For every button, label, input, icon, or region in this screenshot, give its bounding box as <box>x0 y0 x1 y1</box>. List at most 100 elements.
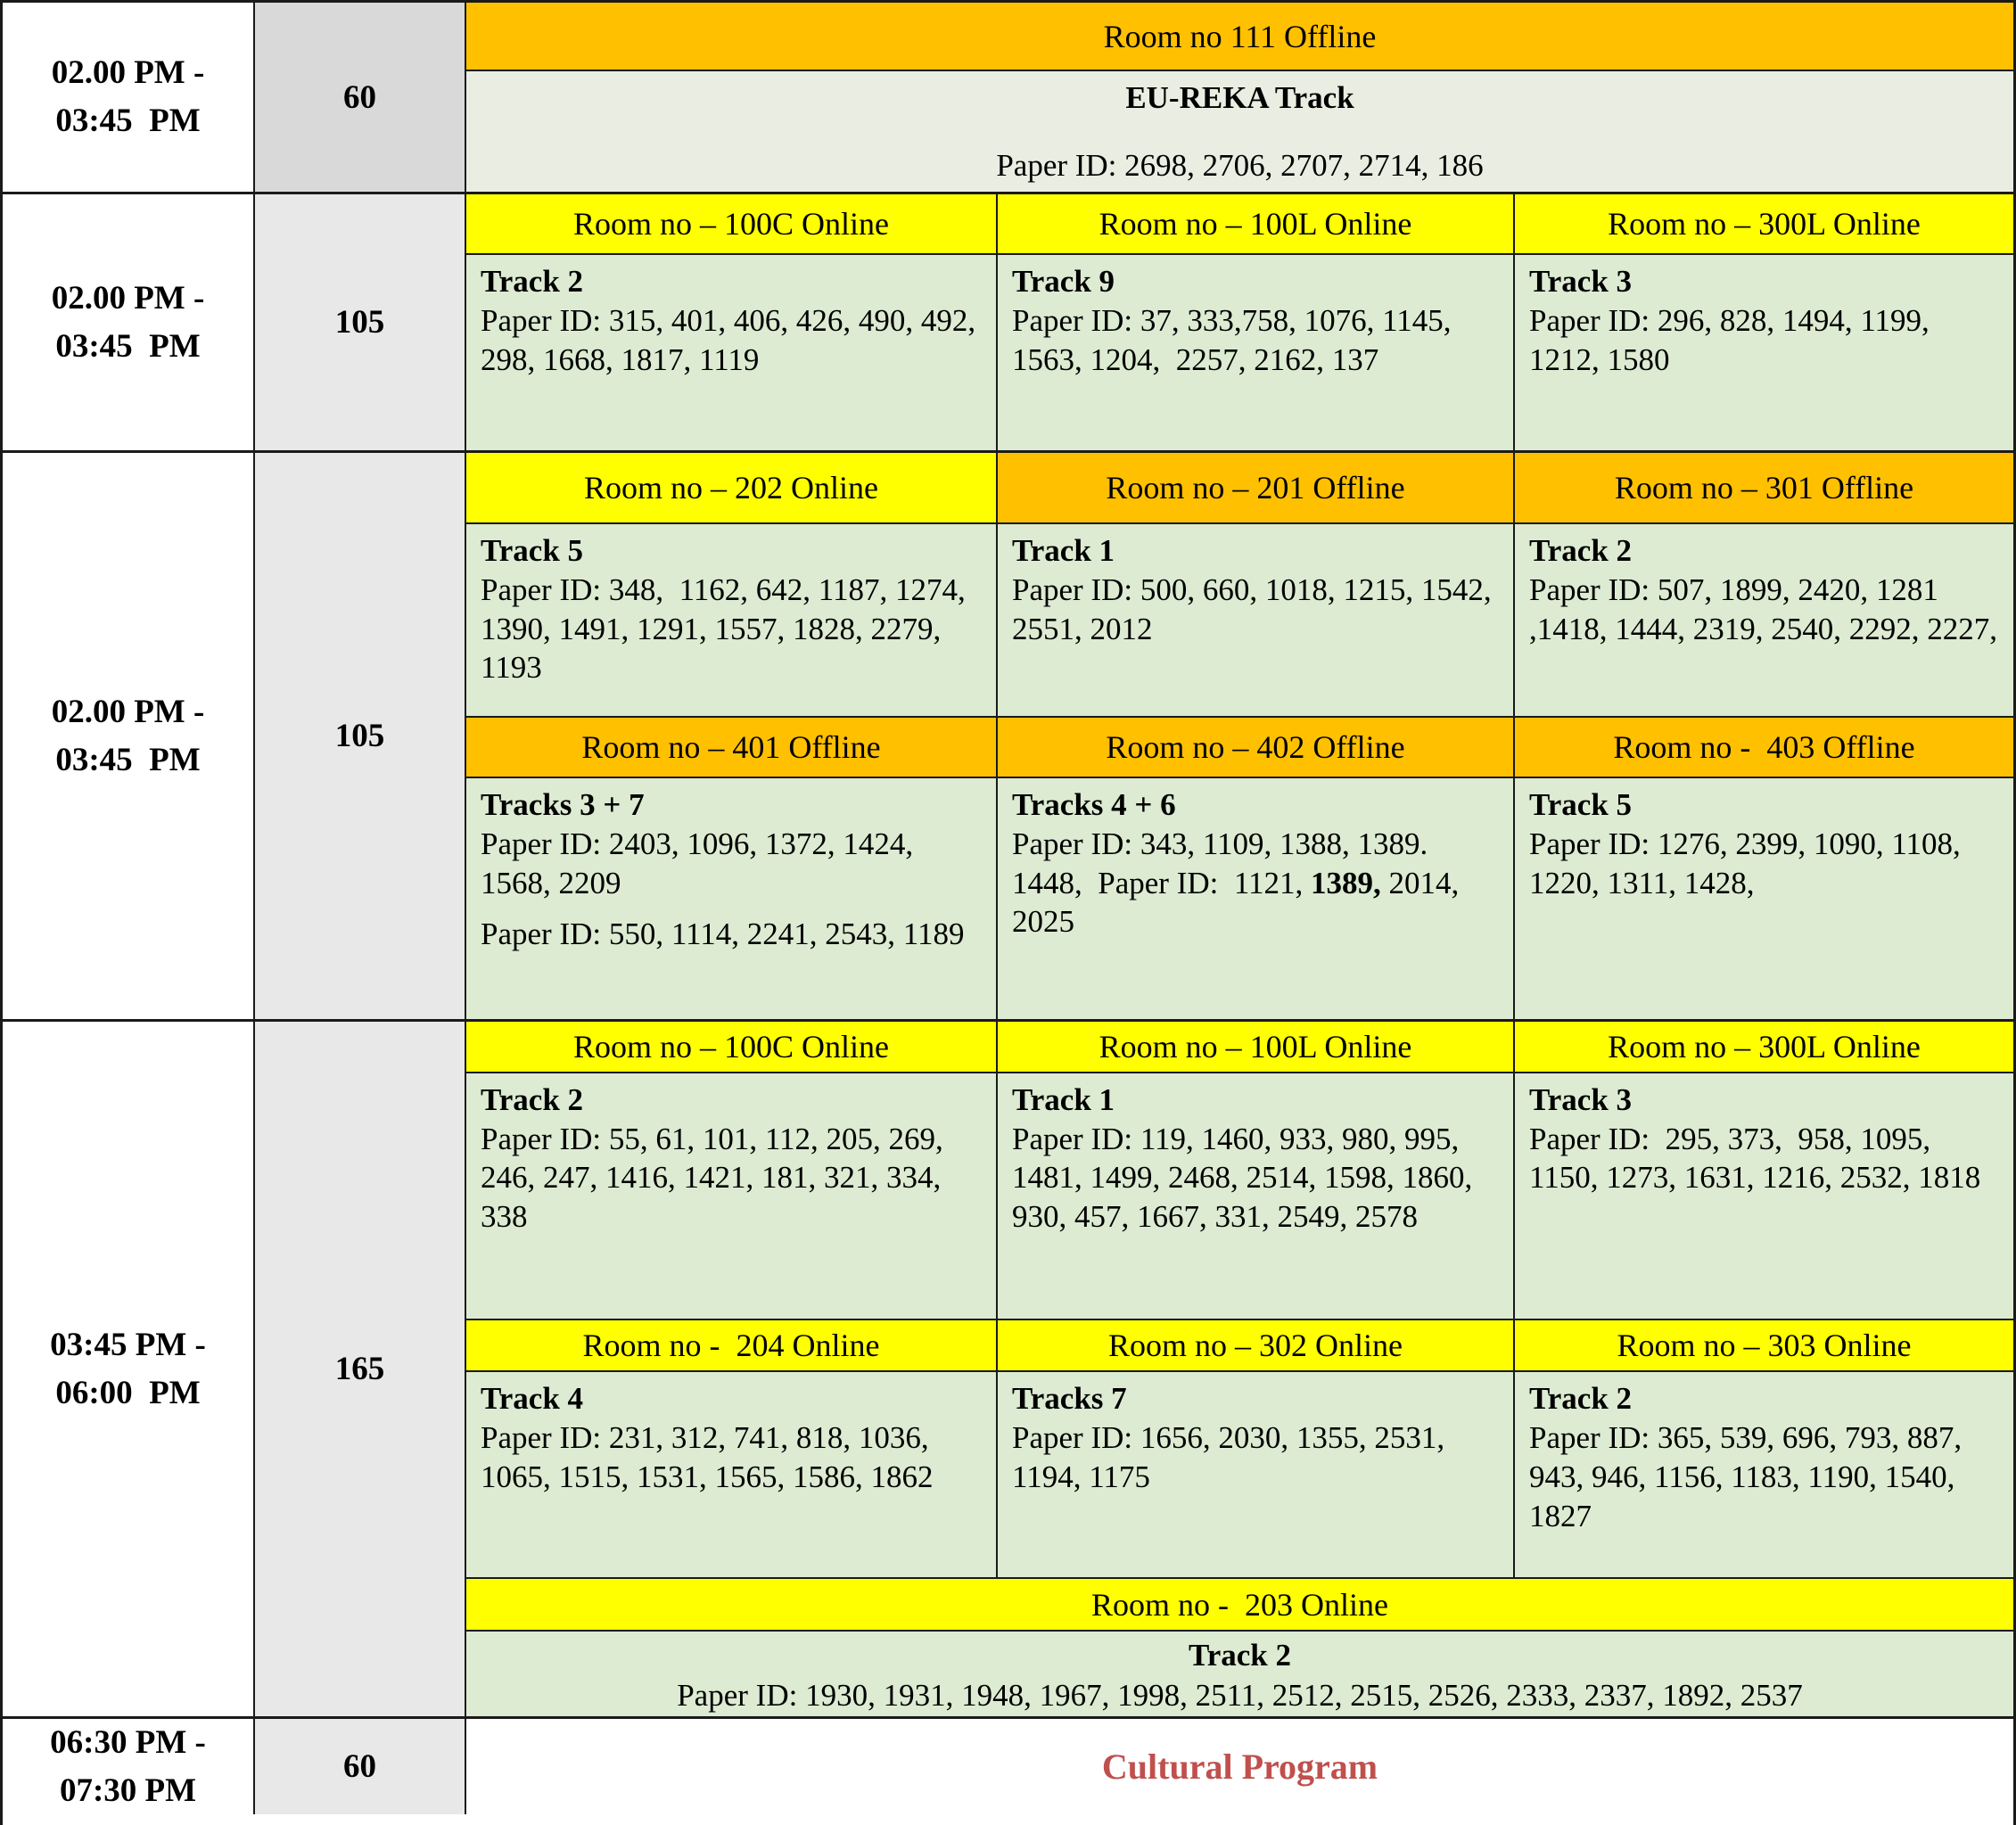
time-cell: 02.00 PM - 03:45 PM <box>3 194 255 450</box>
paper-ids: Paper ID: 231, 312, 741, 818, 1036, 1065… <box>481 1420 937 1494</box>
paper-ids: Paper ID: 348, 1162, 642, 1187, 1274, 13… <box>481 571 974 686</box>
cultural-program-cell: Cultural Program <box>466 1719 2013 1815</box>
room-header: Room no – 301 Offline <box>1515 453 2013 524</box>
time-start: 06:30 PM - <box>50 1724 206 1761</box>
paper-ids: Paper ID: 55, 61, 101, 112, 205, 269, 24… <box>481 1121 951 1235</box>
duration-cell: 165 <box>255 1022 466 1716</box>
row-2-main: Room no – 100C Online Room no – 100L Onl… <box>466 194 2013 450</box>
room-header-band: Room no – 401 Offline Room no – 402 Offl… <box>466 716 2013 778</box>
room-header: Room no - 203 Online <box>466 1577 2013 1632</box>
cultural-program-label: Cultural Program <box>1101 1747 1378 1788</box>
session-cell: Track 3 Paper ID: 296, 828, 1494, 1199, … <box>1515 255 2013 450</box>
room-header-band: Room no – 202 Online Room no – 201 Offli… <box>466 453 2013 524</box>
track-label: Track 5 <box>481 533 584 568</box>
room-header: Room no – 100C Online <box>466 1022 998 1073</box>
room-header: Room no – 401 Offline <box>466 716 998 778</box>
track-label: Track 5 <box>1529 787 1633 822</box>
duration-value: 165 <box>334 1351 385 1387</box>
paper-ids: Paper ID: 315, 401, 406, 426, 490, 492, … <box>481 302 983 377</box>
room-header: Room no – 303 Online <box>1515 1318 2013 1373</box>
session-band: Track 2 Paper ID: 315, 401, 406, 426, 49… <box>466 255 2013 450</box>
paper-ids: Paper ID: 500, 660, 1018, 1215, 1542, 25… <box>1012 571 1500 646</box>
session-cell: Track 5 Paper ID: 348, 1162, 642, 1187, … <box>466 524 998 716</box>
session-cell: Track 9 Paper ID: 37, 333,758, 1076, 114… <box>998 255 1515 450</box>
track-label: Tracks 4 + 6 <box>1012 787 1176 822</box>
session-band: Track 4 Paper ID: 231, 312, 741, 818, 10… <box>466 1372 2013 1578</box>
session-cell: Track 1 Paper ID: 119, 1460, 933, 980, 9… <box>998 1073 1515 1319</box>
paper-ids: Paper ID: 1276, 2399, 1090, 1108, 1220, … <box>1529 826 1969 900</box>
session-cell: Track 2 Paper ID: 365, 539, 696, 793, 88… <box>1515 1372 2013 1578</box>
room-header: Room no – 300L Online <box>1515 1022 2013 1073</box>
row-3-main: Room no – 202 Online Room no – 201 Offli… <box>466 453 2013 1019</box>
session-cell: Track 5 Paper ID: 1276, 2399, 1090, 1108… <box>1515 778 2013 1019</box>
room-header: Room no – 100L Online <box>998 1022 1515 1073</box>
track-label: Track 2 <box>1529 533 1633 568</box>
row-5-main: Cultural Program <box>466 1719 2013 1815</box>
track-label: Track 2 <box>481 1081 584 1117</box>
room-header: Room no – 100C Online <box>466 194 998 255</box>
room-header: Room no – 300L Online <box>1515 194 2013 255</box>
room-header-band: Room no – 100C Online Room no – 100L Onl… <box>466 194 2013 255</box>
eureka-cell: EU-REKA Track Paper ID: 2698, 2706, 2707… <box>466 71 2013 192</box>
schedule-row-1: 02.00 PM - 03:45 PM 60 Room no 111 Offli… <box>3 3 2013 194</box>
row-1-main: Room no 111 Offline EU-REKA Track Paper … <box>466 3 2013 192</box>
paper-ids: Paper ID: 550, 1114, 2241, 2543, 1189 <box>481 917 965 952</box>
track-label: Track 3 <box>1529 1081 1633 1117</box>
track-label: Track 4 <box>481 1381 584 1417</box>
schedule-row-4: 03:45 PM - 06:00 PM 165 Room no – 100C O… <box>3 1022 2013 1719</box>
duration-value: 60 <box>343 78 376 116</box>
paper-ids: Paper ID: 2403, 1096, 1372, 1424, 1568, … <box>481 826 921 900</box>
track-label: Tracks 7 <box>1012 1381 1127 1417</box>
paper-id-bold: 1389, <box>1311 865 1381 900</box>
track-label: Track 2 <box>1529 1381 1633 1417</box>
paper-ids: Paper ID: 296, 828, 1494, 1199, 1212, 15… <box>1529 302 1938 377</box>
time-start: 02.00 PM - <box>51 693 205 730</box>
session-cell: Tracks 7 Paper ID: 1656, 2030, 1355, 253… <box>998 1372 1515 1578</box>
duration-cell: 60 <box>255 1719 466 1815</box>
paper-ids-part: Paper ID: 343, 1109, 1388, 1389. 1448, P… <box>1012 826 1436 900</box>
room-header: Room no - 403 Offline <box>1515 716 2013 778</box>
room-header: Room no – 302 Online <box>998 1318 1515 1373</box>
track-label: Track 2 <box>1188 1637 1292 1673</box>
time-end: 03:45 PM <box>55 327 201 365</box>
session-band: Track 2 Paper ID: 55, 61, 101, 112, 205,… <box>466 1073 2013 1319</box>
paper-ids: Paper ID: 507, 1899, 2420, 1281 ,1418, 1… <box>1529 571 1997 646</box>
room-banner: Room no 111 Offline <box>466 3 2013 71</box>
paper-ids: Paper ID: 1930, 1931, 1948, 1967, 1998, … <box>677 1678 1803 1714</box>
session-cell: Track 4 Paper ID: 231, 312, 741, 818, 10… <box>466 1372 998 1578</box>
time-end: 06:00 PM <box>55 1374 201 1411</box>
room-header: Room no – 202 Online <box>466 453 998 524</box>
time-end: 03:45 PM <box>55 103 201 139</box>
duration-cell: 105 <box>255 453 466 1019</box>
room-header: Room no – 100L Online <box>998 194 1515 255</box>
paper-ids: Paper ID: 343, 1109, 1388, 1389. 1448, P… <box>1012 825 1504 941</box>
duration-cell: 105 <box>255 194 466 450</box>
session-band: Track 5 Paper ID: 348, 1162, 642, 1187, … <box>466 524 2013 716</box>
schedule-row-5: 06:30 PM - 07:30 PM 60 Cultural Program <box>3 1719 2013 1815</box>
paper-ids: Paper ID: 119, 1460, 933, 980, 995, 1481… <box>1012 1121 1480 1235</box>
session-cell: Track 2 Paper ID: 55, 61, 101, 112, 205,… <box>466 1073 998 1319</box>
session-band-full: Track 2 Paper ID: 1930, 1931, 1948, 1967… <box>466 1631 2013 1716</box>
paper-ids-part: 2014, 2025 <box>1012 865 1468 940</box>
time-start: 03:45 PM - <box>50 1326 206 1363</box>
track-label: Track 1 <box>1012 533 1115 568</box>
room-header: Room no - 204 Online <box>466 1318 998 1373</box>
session-cell: Track 2 Paper ID: 507, 1899, 2420, 1281 … <box>1515 524 2013 716</box>
track-label: Track 2 <box>481 264 584 299</box>
session-cell: Track 3 Paper ID: 295, 373, 958, 1095, 1… <box>1515 1073 2013 1319</box>
paper-ids: Paper ID: 37, 333,758, 1076, 1145, 1563,… <box>1012 302 1460 377</box>
room-header-band: Room no – 100C Online Room no – 100L Onl… <box>466 1022 2013 1073</box>
time-start: 02.00 PM - <box>51 54 205 92</box>
track-label: Track 9 <box>1012 264 1115 299</box>
room-header-band: Room no - 203 Online <box>466 1577 2013 1632</box>
track-label: Track 1 <box>1012 1081 1115 1117</box>
schedule-row-3: 02.00 PM - 03:45 PM 105 Room no – 202 On… <box>3 453 2013 1022</box>
paper-ids: Paper ID: 1656, 2030, 1355, 2531, 1194, … <box>1012 1420 1452 1494</box>
room-header: Room no – 402 Offline <box>998 716 1515 778</box>
duration-value: 105 <box>334 304 385 341</box>
session-cell: Tracks 3 + 7 Paper ID: 2403, 1096, 1372,… <box>466 778 998 1019</box>
room-header: Room no – 201 Offline <box>998 453 1515 524</box>
track-label: Tracks 3 + 7 <box>481 787 645 822</box>
session-cell: Tracks 4 + 6 Paper ID: 343, 1109, 1388, … <box>998 778 1515 1019</box>
